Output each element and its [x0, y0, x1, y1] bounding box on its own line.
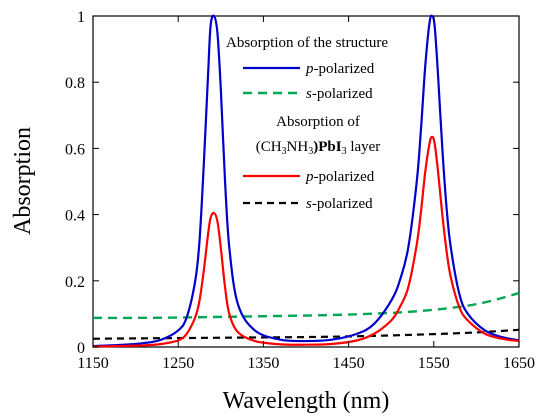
x-axis-title: Wavelength (nm): [223, 388, 390, 414]
series-layer: [92, 14, 520, 348]
legend-label-s-polarized-structure: s-polarized: [306, 86, 373, 102]
legend-heading-layer-line2: (CH3NH3)PbI3 layer: [256, 139, 381, 157]
y-tick-label: 0: [77, 340, 85, 357]
legend-label-s-polarized-layer: s-polarized: [306, 196, 373, 212]
y-axis-ticks: 0 0.2 0.4 0.6 0.8 1: [65, 9, 519, 357]
y-tick-label: 0.8: [65, 75, 85, 92]
x-tick-label: 1350: [247, 355, 279, 372]
y-tick-label: 0.4: [65, 208, 85, 225]
x-tick-label: 1650: [503, 355, 535, 372]
legend-label-p-polarized-structure: p-polarized: [305, 61, 375, 77]
y-tick-label: 1: [77, 9, 85, 26]
plot-frame: [92, 15, 520, 348]
legend-heading-structure: Absorption of the structure: [226, 35, 388, 51]
series-line-p-polarized-layer: [92, 135, 520, 348]
legend-label-p-polarized-layer: p-polarized: [305, 169, 375, 185]
x-tick-label: 1550: [418, 355, 450, 372]
legend-heading-layer-line1: Absorption of: [276, 114, 360, 130]
series-line-s-polarized-structure: [92, 291, 520, 320]
y-tick-label: 0.6: [65, 141, 85, 158]
x-axis-ticks: 1150 1250 1350 1450 1550 1650: [77, 16, 535, 372]
legend: Absorption of the structure p-polarized …: [226, 35, 388, 212]
x-tick-label: 1150: [77, 355, 108, 372]
y-tick-label: 0.2: [65, 274, 85, 291]
y-axis-title: Absorption: [10, 127, 36, 235]
series-line-p-polarized-structure: [92, 14, 520, 348]
x-tick-label: 1450: [333, 355, 365, 372]
x-tick-label: 1250: [162, 355, 194, 372]
